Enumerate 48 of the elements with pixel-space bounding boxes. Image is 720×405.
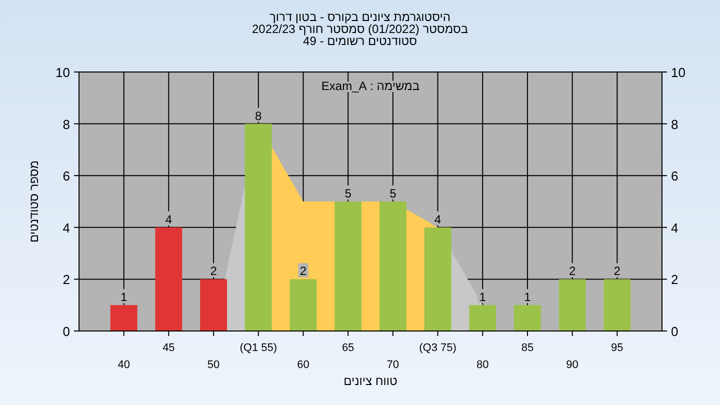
x-tick-label: 65 (342, 342, 354, 354)
y2-tick-label: 2 (671, 272, 678, 288)
x-tick-label: 50 (207, 359, 220, 371)
bar (379, 202, 406, 331)
x-tick-label: 95 (611, 342, 624, 354)
data-label: 5 (344, 186, 352, 200)
data-label: 1 (524, 290, 532, 304)
data-label: 2 (614, 264, 621, 278)
x-tick-label: (Q3 75) (419, 342, 456, 354)
y-tick-label: 10 (56, 65, 70, 80)
bar (334, 202, 362, 331)
y2-tick-label: 4 (671, 220, 678, 236)
y-tick-label: 4 (62, 220, 70, 236)
y2-tick-label: 8 (671, 116, 678, 132)
x-tick-label: 40 (118, 359, 130, 371)
data-label: 4 (165, 212, 172, 226)
chart-title: היסטוגרמת ציונים בקורס - בטון דרוך (270, 10, 450, 24)
chart-subtitle: בסמסטר (01/2022) סמסטר חורף 2022/23 סטודנטים רשומים - 49 (252, 22, 468, 48)
x-axis-title: טווח ציונים (344, 374, 398, 388)
x-tick-label: 70 (386, 359, 400, 371)
y-tick-label: 6 (62, 168, 70, 184)
data-label: 2 (568, 264, 576, 278)
y-tick-label: 8 (62, 116, 70, 132)
data-label: 4 (434, 212, 442, 226)
x-tick-label: (Q1 55) (240, 342, 278, 354)
y-axis-title: מספר סטודנטים (27, 160, 41, 243)
y-tick-label: 0 (62, 324, 70, 339)
y2-tick-label: 6 (671, 168, 678, 184)
bar (110, 305, 138, 331)
data-label: 1 (479, 290, 486, 304)
x-tick-label: 45 (162, 342, 175, 354)
y2-tick-label: 0 (671, 324, 678, 339)
data-label: 5 (390, 186, 397, 200)
data-label: 8 (255, 108, 262, 123)
data-label: 2 (300, 264, 307, 278)
bar (514, 305, 541, 331)
data-label: 2 (210, 264, 218, 278)
x-tick-label: 60 (297, 359, 310, 371)
data-label: 1 (120, 290, 128, 304)
bar (155, 227, 182, 331)
y-tick-label: 2 (62, 272, 70, 288)
x-tick-label: 80 (476, 359, 489, 371)
x-tick-label: 90 (566, 359, 578, 371)
bar (558, 279, 586, 331)
x-tick-label: 85 (521, 342, 534, 354)
bar (604, 279, 631, 331)
y2-tick-label: 10 (671, 65, 686, 80)
bar (290, 279, 317, 331)
